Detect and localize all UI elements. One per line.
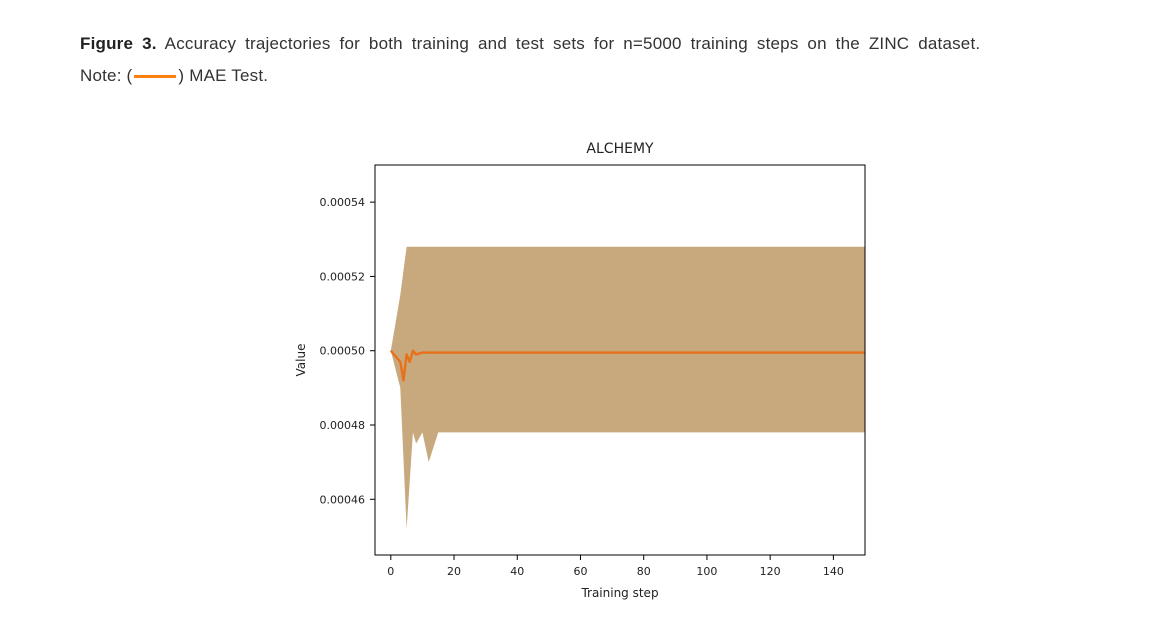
figure-caption-label: Figure 3. (80, 34, 157, 53)
note-suffix: ) MAE Test. (178, 66, 268, 85)
chart-title: ALCHEMY (586, 141, 654, 157)
x-axis-label: Training step (580, 586, 658, 600)
x-tick-label: 40 (510, 565, 524, 578)
x-tick-label: 80 (637, 565, 651, 578)
figure-note: Note: ( ) MAE Test. (80, 66, 1085, 86)
x-tick-label: 100 (696, 565, 717, 578)
y-tick-label: 0.00050 (320, 345, 366, 358)
y-tick-label: 0.00048 (320, 419, 366, 432)
note-prefix: Note: ( (80, 66, 132, 85)
y-tick-label: 0.00052 (320, 270, 366, 283)
x-tick-label: 120 (760, 565, 781, 578)
x-tick-label: 0 (387, 565, 394, 578)
y-tick-label: 0.00046 (320, 493, 366, 506)
legend-swatch (134, 75, 176, 78)
x-tick-label: 60 (573, 565, 587, 578)
figure-caption: Figure 3. Accuracy trajectories for both… (80, 28, 1085, 60)
x-tick-label: 20 (447, 565, 461, 578)
y-axis-label: Value (294, 344, 308, 377)
alchemy-chart: 0 20 40 60 80 100 120 140 0.00046 0.00048 0.00050 0… (280, 130, 900, 610)
figure-caption-text: Accuracy trajectories for both training … (165, 34, 981, 53)
y-tick-label: 0.00054 (320, 196, 366, 209)
x-tick-label: 140 (823, 565, 844, 578)
